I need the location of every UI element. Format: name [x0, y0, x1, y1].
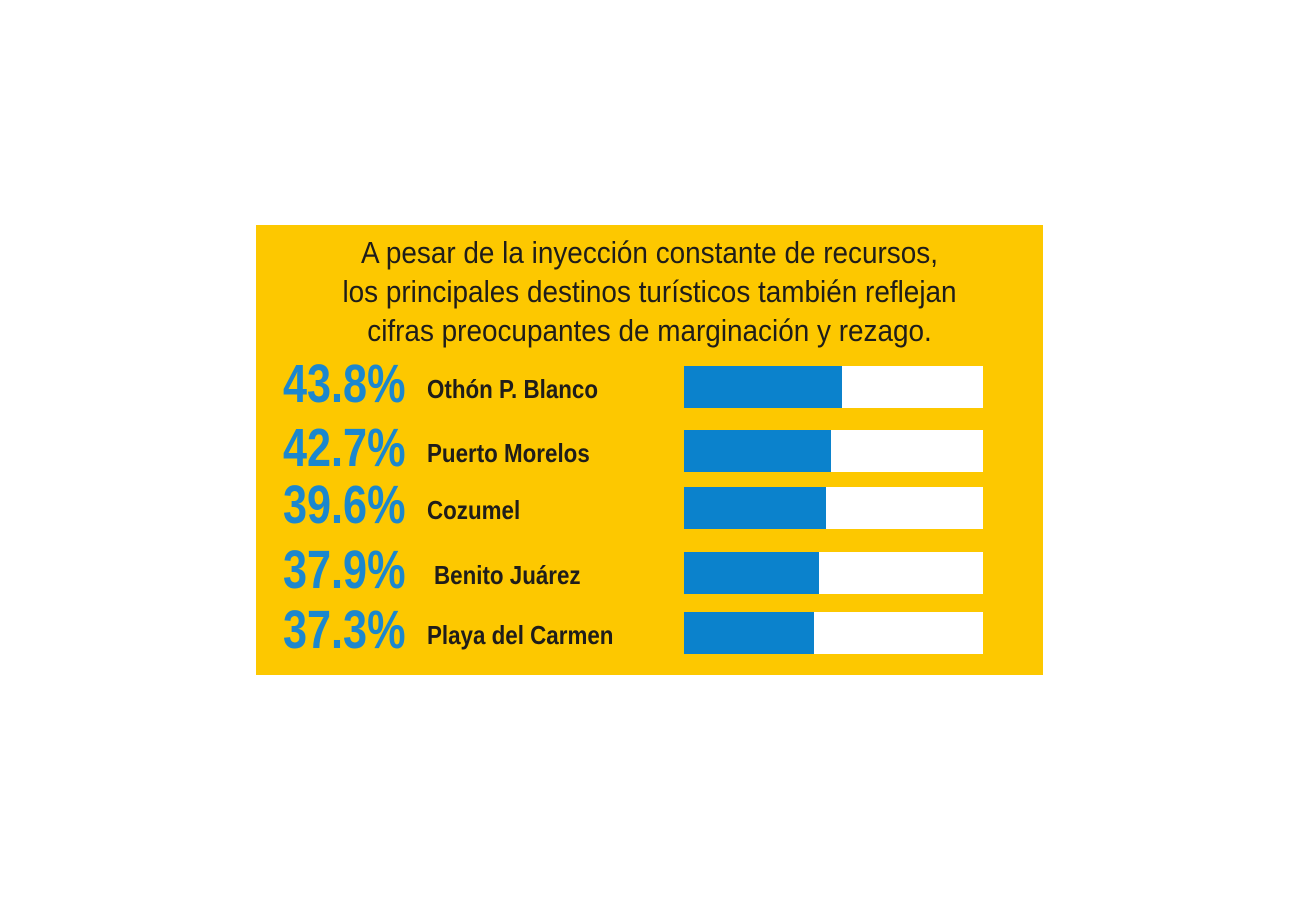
- title-line-2: los principales destinos turísticos tamb…: [342, 274, 957, 309]
- title-line-1: A pesar de la inyección constante de rec…: [361, 235, 938, 270]
- category-label: Cozumel: [427, 495, 521, 525]
- value-label: 39.6%: [283, 475, 406, 535]
- value-label: 42.7%: [283, 418, 406, 478]
- bar-row: 42.7% Puerto Morelos: [256, 420, 1043, 478]
- bar-row: 37.3% Playa del Carmen: [256, 602, 1043, 660]
- bar: [684, 612, 815, 654]
- category-label: Playa del Carmen: [427, 620, 614, 650]
- bar-track: [684, 552, 983, 594]
- bar: [684, 366, 843, 408]
- bar-track: [684, 612, 983, 654]
- bar: [684, 487, 827, 529]
- category-label: Puerto Morelos: [427, 438, 590, 468]
- bar-row: 37.9% Benito Juárez: [256, 542, 1043, 600]
- bar-track: [684, 430, 983, 472]
- bar-row: 43.8% Othón P. Blanco: [256, 356, 1043, 414]
- value-label: 37.9%: [283, 540, 406, 600]
- bar-track: [684, 366, 983, 408]
- value-label: 37.3%: [283, 600, 406, 660]
- category-label: Benito Juárez: [434, 560, 581, 590]
- chart-title: A pesar de la inyección constante de rec…: [295, 233, 1003, 350]
- bar: [684, 430, 831, 472]
- bar-row: 39.6% Cozumel: [256, 477, 1043, 535]
- title-line-3: cifras preocupantes de marginación y rez…: [367, 313, 932, 348]
- category-label: Othón P. Blanco: [427, 374, 599, 404]
- bar-track: [684, 487, 983, 529]
- chart-panel: A pesar de la inyección constante de rec…: [256, 225, 1043, 675]
- bar: [684, 552, 819, 594]
- value-label: 43.8%: [283, 354, 406, 414]
